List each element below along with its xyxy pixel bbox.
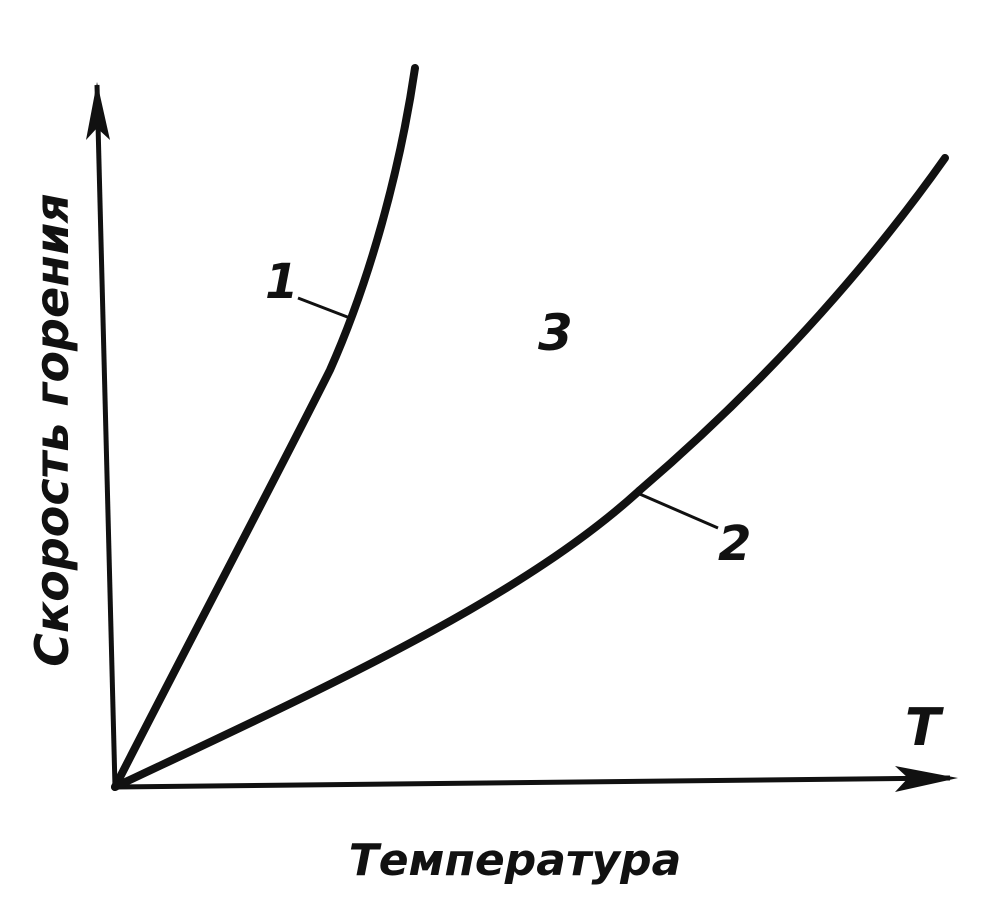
curve-1 [111,64,419,791]
region-3-label: 3 [538,304,573,362]
curve-1-label: 1 [265,254,298,310]
curve-2-leader [634,490,719,530]
x-axis-symbol: T [905,698,944,758]
y-axis-label: Скорость горения [25,193,79,666]
x-axis-label: Температура [349,835,682,886]
curve-2 [111,154,949,791]
y-axis-arrow [86,82,110,140]
x-axis [111,775,951,790]
curve-2-label: 2 [718,516,751,572]
y-axis [94,84,118,788]
curve-1-leader [297,296,351,320]
x-axis-arrow [895,766,958,792]
